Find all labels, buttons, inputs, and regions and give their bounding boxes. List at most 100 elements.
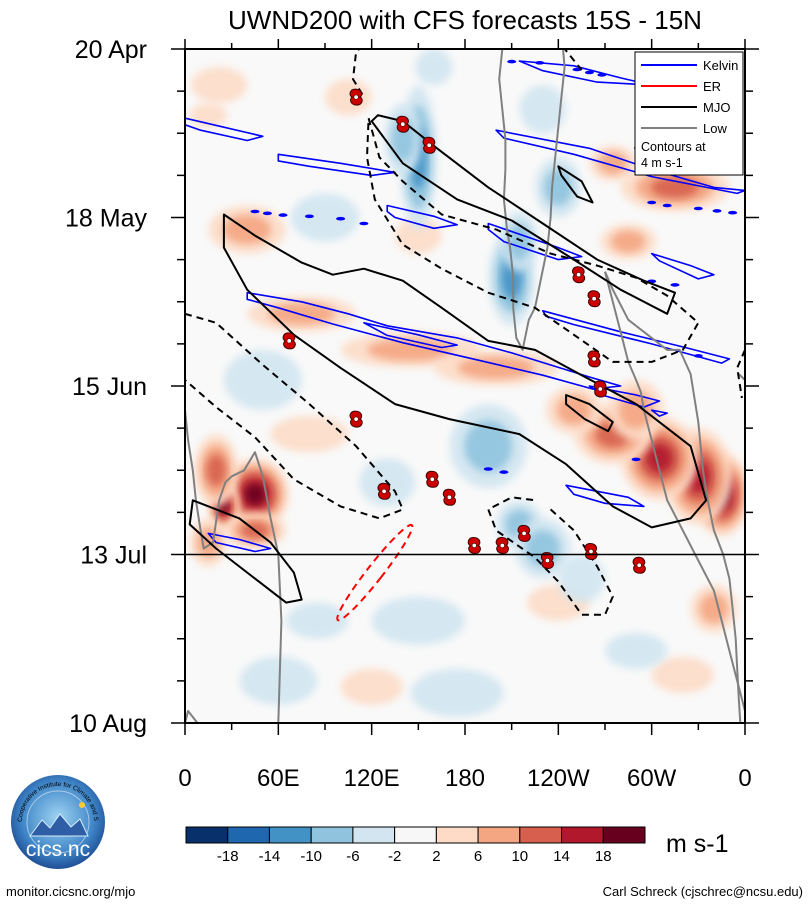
colorbar-swatch — [435, 826, 479, 844]
anomaly-patch-2 — [206, 454, 226, 487]
anomaly-patch-43 — [605, 632, 668, 669]
low-line-5 — [738, 373, 745, 381]
mjo-solid-contour-3 — [557, 165, 594, 204]
anomaly-patch-20 — [325, 79, 372, 116]
legend-note-line1: Contours at — [641, 140, 706, 154]
er-contour — [336, 523, 414, 622]
colorbar-label: 10 — [511, 848, 528, 865]
anomaly-patch-41 — [371, 596, 465, 645]
anomaly-patch-34 — [290, 193, 360, 242]
colorbar-label: -6 — [346, 848, 359, 865]
kelvin-dash-24 — [483, 467, 493, 471]
legend-label-kelvin: Kelvin — [703, 58, 738, 73]
anomaly-patch-13 — [611, 230, 646, 253]
kelvin-contour-11 — [650, 409, 669, 417]
cyclone-icon — [377, 482, 391, 500]
anomaly-patch-18 — [191, 67, 248, 104]
legend-label-mjo: MJO — [703, 100, 730, 115]
anomaly-patch-0 — [245, 484, 265, 505]
mjo-solid-contour-4 — [188, 499, 303, 604]
kelvin-dash-12 — [304, 214, 314, 219]
cyclone-icon — [467, 536, 481, 555]
cyclone-icon — [349, 410, 363, 428]
anomaly-patch-42 — [410, 668, 504, 718]
chart-title: UWND200 with CFS forecasts 15S - 15N — [228, 5, 702, 35]
anomaly-patch-31 — [543, 168, 573, 206]
cyclone-icon — [349, 88, 363, 106]
kelvin-dash-0 — [507, 59, 517, 64]
colorbar-label: 18 — [595, 848, 612, 865]
anomaly-patch-12 — [598, 152, 628, 175]
colorbar-swatch — [394, 826, 437, 844]
cyclone-icon — [425, 470, 439, 488]
kelvin-contour-1 — [277, 153, 396, 177]
colorbar-label: 2 — [432, 848, 440, 865]
legend: Kelvin ER MJO Low Contours at 4 m s-1 — [634, 51, 744, 176]
kelvin-dash-19 — [728, 210, 738, 215]
anomaly-patch-35 — [223, 349, 302, 411]
y-tick-label: 13 Jul — [80, 542, 147, 570]
anomaly-patch-26 — [340, 668, 403, 706]
kelvin-dash-17 — [693, 206, 703, 211]
cyclone-icon — [584, 542, 598, 561]
y-tick-label: 18 May — [65, 205, 147, 233]
kelvin-contour-9 — [541, 309, 731, 364]
cyclone-icon — [632, 556, 646, 574]
anomaly-patch-14 — [367, 338, 454, 361]
colorbar-swatch — [352, 826, 396, 844]
kelvin-contour-2 — [386, 204, 459, 230]
cyclone-icon — [422, 136, 436, 154]
logo-text: cics.nc — [26, 838, 90, 861]
kelvin-dash-16 — [662, 203, 672, 208]
low-line-0 — [498, 49, 566, 351]
kelvin-dash-23 — [631, 457, 641, 462]
x-tick-label: 120W — [527, 765, 590, 792]
low-line-4 — [604, 271, 742, 723]
legend-label-er: ER — [703, 79, 721, 94]
colorbar-label: 6 — [474, 848, 482, 865]
anomaly-patch-11 — [650, 176, 700, 199]
colorbar-label: -18 — [217, 848, 239, 865]
kelvin-dash-15 — [647, 200, 657, 205]
kelvin-contour-6 — [650, 252, 715, 280]
anomaly-patch-33 — [415, 49, 453, 86]
x-tick-label: 0 — [178, 765, 191, 792]
x-tick-label: 180 — [445, 765, 485, 792]
anomaly-patch-32 — [519, 85, 567, 134]
kelvin-contour-8 — [363, 321, 459, 349]
kelvin-dash-11 — [278, 213, 288, 217]
legend-note-line2: 4 m s-1 — [641, 156, 683, 170]
anomaly-patch-25 — [651, 656, 714, 694]
x-tick-label: 0 — [738, 765, 751, 792]
colorbar: -18 -14 -10 -6 -2 2 6 10 14 18 — [185, 826, 646, 865]
cicsnc-logo: Cooperative Institute for Climate and Sa… — [8, 772, 105, 869]
colorbar-swatch — [477, 826, 521, 844]
footer-url[interactable]: monitor.cicsnc.org/mjo — [6, 884, 136, 899]
low-line-3 — [604, 271, 745, 712]
x-tick-label: 120E — [344, 765, 400, 792]
kelvin-dash-10 — [262, 211, 272, 216]
anomaly-patch-39 — [558, 554, 605, 603]
cyclone-icon — [587, 290, 601, 308]
kelvin-dash-9 — [250, 209, 260, 214]
anomaly-patch-45 — [286, 602, 349, 639]
y-tick-label: 20 Apr — [75, 36, 147, 64]
logo-mountain-icon — [29, 813, 89, 837]
anomaly-patch-24 — [699, 593, 729, 624]
kelvin-dash-3 — [584, 70, 594, 75]
footer-author: Carl Schreck (cjschrec@ncsu.edu) — [602, 884, 803, 899]
cyclone-icon — [282, 332, 296, 350]
kelvin-dash-13 — [336, 216, 346, 221]
y-tick-label: 15 Jun — [72, 373, 147, 401]
anomaly-patch-7 — [645, 443, 673, 473]
kelvin-contour-3 — [487, 222, 583, 261]
mjo-solid-contour-0 — [222, 213, 708, 529]
colorbar-swatch — [227, 826, 270, 844]
mjo-dashed-contour-1 — [365, 117, 700, 363]
y-axis: 20 Apr 18 May 15 Jun 13 Jul 10 Aug — [65, 36, 759, 738]
mjo-dashed-contour-4 — [736, 349, 745, 399]
colorbar-label: -10 — [300, 848, 322, 865]
x-tick-label: 60E — [257, 765, 300, 792]
colorbar-swatch — [185, 826, 229, 844]
